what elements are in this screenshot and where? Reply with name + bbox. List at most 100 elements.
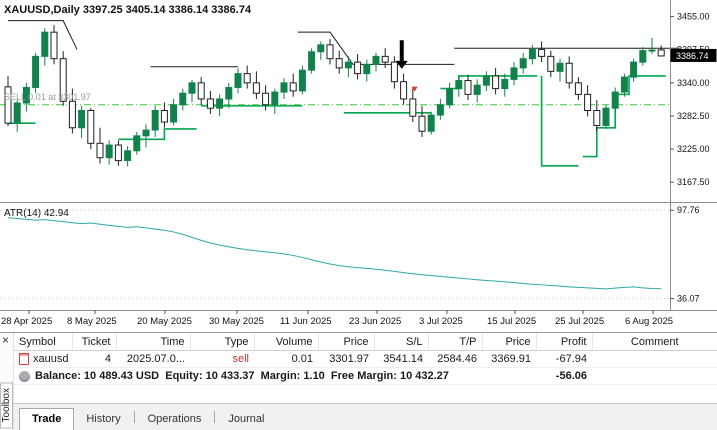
col-tp[interactable]: T/P — [428, 333, 483, 351]
price-axis-label: 3340.00 — [677, 78, 710, 88]
time-axis-label: 20 May 2025 — [137, 316, 192, 327]
col-symbol[interactable]: Symbol — [14, 333, 73, 351]
candle-body — [280, 82, 288, 93]
candle-body — [427, 114, 435, 132]
candle-body — [436, 104, 444, 116]
time-axis-label: 30 May 2025 — [209, 316, 264, 327]
green-indicator-segment — [540, 75, 579, 167]
candle-body — [234, 73, 242, 88]
candle-body — [96, 142, 104, 159]
candle-body — [372, 55, 380, 65]
candle-body — [547, 55, 555, 72]
tab-operations[interactable]: Operations — [147, 413, 202, 425]
candle-body — [584, 93, 592, 111]
candle-body — [50, 31, 58, 60]
balance-row: Balance: 10 489.43 USD Equity: 10 433.37… — [14, 367, 717, 385]
time-axis-label: 8 May 2025 — [67, 316, 117, 327]
col-ticket[interactable]: Ticket — [72, 333, 117, 351]
candle-body — [446, 88, 454, 106]
candle-body — [243, 73, 251, 84]
chart-area: 3455.003397.503340.003282.503225.003167.… — [0, 0, 717, 332]
candle-body — [114, 144, 122, 162]
toolbox-main: Symbol Ticket Time Type Volume Price S/L… — [14, 333, 717, 430]
candle-body — [335, 58, 343, 69]
position-type: sell — [190, 350, 254, 368]
candle-body — [87, 109, 95, 144]
time-axis-label: 25 Jul 2025 — [555, 316, 604, 327]
close-icon[interactable]: × — [2, 333, 10, 347]
position-comment — [592, 350, 717, 368]
col-sl[interactable]: S/L — [374, 333, 429, 351]
candle-body — [59, 58, 67, 102]
price-axis-label: 3225.00 — [677, 144, 710, 154]
time-axis-label: 28 Apr 2025 — [1, 316, 52, 327]
candle-body — [574, 82, 582, 95]
price-axis-label: 3282.50 — [677, 111, 710, 121]
candle-body — [13, 102, 21, 124]
candle-body — [620, 76, 628, 93]
col-volume[interactable]: Volume — [254, 333, 319, 351]
position-ticket: 4 — [72, 350, 116, 368]
position-time: 2025.07.0... — [116, 350, 190, 368]
candle-body — [197, 82, 205, 100]
position-volume: 0.01 — [254, 350, 318, 368]
candle-body — [381, 55, 389, 63]
candle-body — [630, 61, 638, 78]
position-tp: 2584.46 — [428, 350, 482, 368]
position-doc-icon — [19, 353, 29, 365]
candle-body — [409, 98, 417, 117]
candle-body — [473, 84, 481, 95]
col-time[interactable]: Time — [116, 333, 191, 351]
black-indicator-segment — [8, 20, 78, 50]
candle-body — [400, 81, 408, 100]
toolbox-vertical-tab[interactable]: Toolbox — [0, 381, 13, 428]
sell-entry-marker — [411, 86, 418, 92]
candle-body — [271, 91, 279, 106]
candle-body — [188, 82, 196, 94]
tab-journal[interactable]: Journal — [228, 413, 265, 425]
col-profit[interactable]: Profit — [536, 333, 593, 351]
candle-body — [657, 49, 665, 57]
candle-body — [528, 48, 536, 60]
candle-body — [262, 92, 270, 106]
candle-body — [593, 109, 601, 126]
tab-separator — [214, 411, 216, 423]
candle-body — [41, 31, 49, 57]
candle-body — [492, 75, 500, 90]
col-comment[interactable]: Comment — [592, 333, 717, 351]
candle-body — [519, 58, 527, 69]
atr-axis-label: 36.07 — [677, 294, 700, 304]
position-profit: -67.94 — [536, 350, 592, 368]
candle-body — [179, 92, 187, 106]
price-axis-label: 3167.50 — [677, 177, 710, 187]
down-arrow-annotation — [395, 40, 408, 69]
candle-body — [105, 144, 113, 159]
candle-body — [602, 107, 610, 126]
candle-body — [639, 50, 647, 63]
candles — [4, 25, 665, 167]
time-axis-label: 23 Jun 2025 — [349, 316, 401, 327]
col-price-current[interactable]: Price — [482, 333, 537, 351]
tab-history[interactable]: History — [86, 413, 121, 425]
candle-body — [464, 80, 472, 95]
candle-body — [151, 109, 159, 131]
candle-body — [225, 86, 233, 100]
position-row[interactable]: xauusd 4 2025.07.0... sell 0.01 3301.97 … — [14, 350, 717, 368]
candle-body — [455, 80, 463, 90]
price-axis[interactable] — [670, 16, 674, 183]
tab-trade[interactable]: Trade — [19, 408, 75, 430]
candle-body — [68, 100, 76, 129]
candle-body — [160, 109, 168, 123]
time-axis[interactable] — [28, 310, 654, 314]
candle-body — [206, 98, 214, 109]
price-chart-canvas[interactable]: 3455.003397.503340.003282.503225.003167.… — [0, 0, 717, 332]
toolbox-panel: × Toolbox Symbol Ticket Time Type Volume… — [0, 332, 717, 430]
candle-body — [32, 55, 40, 88]
col-type[interactable]: Type — [190, 333, 255, 351]
time-axis-label: 15 Jul 2025 — [487, 316, 536, 327]
candle-body — [538, 48, 546, 57]
candle-body — [133, 135, 141, 152]
col-price-open[interactable]: Price — [318, 333, 375, 351]
candle-body — [216, 98, 224, 109]
candle-body — [482, 75, 490, 86]
